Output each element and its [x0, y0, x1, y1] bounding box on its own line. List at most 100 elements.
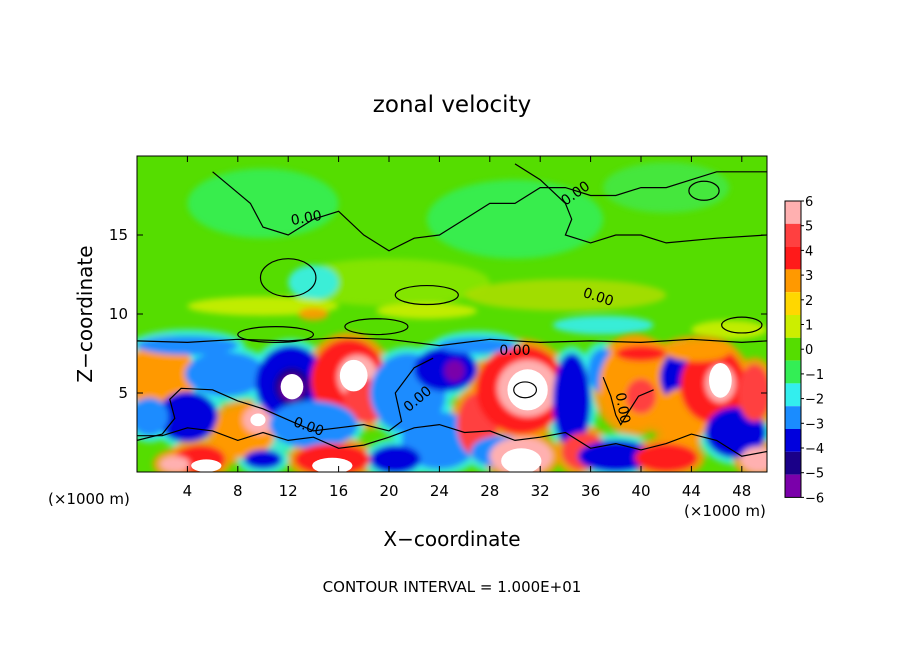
field-blob	[738, 364, 767, 422]
colorbar-swatch	[785, 315, 801, 338]
field-core	[507, 369, 548, 411]
field-core	[709, 362, 732, 398]
colorbar-swatch	[785, 429, 801, 452]
contour-loop	[344, 318, 409, 336]
x-tick-label: 36	[581, 482, 600, 500]
x-tick-label: 8	[233, 482, 243, 500]
colorbar-label: 6	[805, 195, 813, 210]
field-core	[250, 413, 266, 427]
x-tick-label: 12	[279, 482, 298, 500]
contour-line	[137, 357, 434, 441]
contour-loop	[394, 284, 459, 306]
colorbar-label: 3	[805, 269, 813, 284]
field-blob	[634, 443, 698, 472]
x-axis: 4 8 12 16 20 24 28 32 36 40 44 48	[183, 156, 751, 500]
x-tick-label: 16	[329, 482, 348, 500]
contour-label: 0.00	[499, 343, 530, 359]
field-patch	[426, 179, 604, 259]
x-tick-label: 20	[379, 482, 398, 500]
chart-title: zonal velocity	[373, 92, 531, 118]
colorbar-swatch	[785, 292, 801, 315]
field-core	[501, 448, 542, 472]
colorbar-swatch	[785, 360, 801, 384]
field-blob	[666, 342, 730, 362]
contour-loop	[237, 326, 315, 344]
field-blob	[137, 397, 169, 436]
contour-loop	[688, 180, 720, 201]
x-tick-label: 44	[682, 482, 701, 500]
field-patch	[298, 307, 329, 321]
contour-loop	[513, 381, 538, 399]
field-patch	[288, 265, 339, 300]
field-core	[280, 374, 304, 400]
field-patch	[288, 258, 490, 307]
colorbar-swatch	[785, 383, 801, 407]
footer-contour-interval: CONTOUR INTERVAL = 1.000E+01	[323, 578, 582, 596]
x-tick-label: 4	[183, 482, 193, 500]
contour-line	[514, 163, 767, 244]
x-tick-label: 28	[480, 482, 499, 500]
x-unit-right: (×1000 m)	[684, 502, 766, 520]
colorbar-label: −2	[805, 393, 824, 408]
colorbar-label: −5	[805, 467, 824, 482]
colorbar-label: 4	[805, 244, 813, 259]
contour-line	[212, 171, 767, 252]
colorbar-label: −6	[805, 491, 824, 506]
y-tick-label: 5	[118, 384, 128, 402]
y-axis-label: Z−coordinate	[73, 245, 97, 382]
colorbar-swatch	[785, 269, 801, 293]
x-tick-label: 24	[430, 482, 449, 500]
colorbar-swatch	[785, 406, 801, 429]
x-tick-label: 48	[732, 482, 751, 500]
colorbar: 6 5 4 3 2 1 0 −1 −2 −3 −4 −5 −6	[784, 195, 824, 506]
contour-loop	[721, 316, 763, 334]
y-tick-label: 10	[109, 305, 128, 323]
zero-contours	[137, 163, 767, 457]
field-blob	[439, 337, 515, 354]
x-tick-label: 40	[631, 482, 650, 500]
contour-line	[137, 423, 767, 457]
field-blob	[269, 400, 358, 449]
field-blob	[740, 446, 767, 472]
colorbar-label: −4	[805, 442, 824, 457]
colorbar-label: −1	[805, 368, 824, 383]
field-blob	[370, 445, 421, 472]
field-blob	[615, 345, 667, 362]
y-axis: 5 10 15	[109, 226, 767, 402]
x-tick-label: 32	[531, 482, 550, 500]
field-core	[312, 457, 353, 472]
colorbar-swatch	[785, 201, 801, 224]
field-patch	[464, 279, 667, 311]
colorbar-swatch	[785, 474, 801, 498]
colorbar-label: −3	[805, 417, 824, 432]
plot-area: 0.000.000.000.000.000.000.00	[136, 155, 768, 473]
field-core	[339, 359, 368, 392]
colorbar-label: 1	[805, 319, 813, 334]
colorbar-swatch	[785, 223, 801, 247]
field-core	[191, 459, 222, 472]
colorbar-label: 5	[805, 220, 813, 235]
colorbar-label: 2	[805, 294, 813, 309]
x-unit-left: (×1000 m)	[48, 490, 130, 508]
field-blob	[137, 336, 238, 356]
field-patch	[691, 320, 767, 340]
field-blob	[159, 456, 190, 472]
contour-loop	[259, 258, 317, 298]
field-patch	[552, 315, 654, 335]
colorbar-swatch	[785, 246, 801, 270]
y-tick-label: 15	[109, 226, 128, 244]
field-blob	[552, 353, 591, 449]
colorbar-label: 0	[805, 343, 813, 358]
colorbar-swatch	[785, 451, 801, 475]
x-axis-label: X−coordinate	[383, 527, 520, 551]
field-blob	[444, 359, 465, 382]
velocity-field	[137, 162, 767, 472]
field-upper	[187, 162, 767, 340]
contour-line	[602, 376, 654, 426]
field-blob	[184, 351, 266, 397]
field-patch	[187, 168, 339, 239]
field-blob	[244, 449, 282, 469]
contour-label: 0.00	[290, 208, 323, 229]
contour-label: 0.00	[612, 391, 633, 424]
